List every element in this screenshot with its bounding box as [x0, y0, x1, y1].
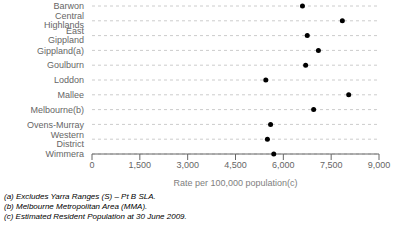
svg-text:EastGippland: EastGippland: [48, 26, 85, 45]
svg-text:4,500: 4,500: [224, 160, 247, 170]
svg-text:1,500: 1,500: [129, 160, 152, 170]
svg-text:0: 0: [89, 160, 94, 170]
svg-text:Barwon: Barwon: [53, 1, 84, 11]
svg-text:Goulburn: Goulburn: [47, 60, 84, 70]
svg-text:WesternDistrict: WesternDistrict: [51, 130, 85, 149]
svg-text:Ovens-Murray: Ovens-Murray: [27, 120, 85, 130]
svg-text:Loddon: Loddon: [54, 75, 84, 85]
svg-text:7,500: 7,500: [320, 160, 343, 170]
svg-text:Mallee: Mallee: [57, 90, 84, 100]
svg-text:3,000: 3,000: [176, 160, 199, 170]
svg-text:Gippland(a): Gippland(a): [37, 46, 84, 56]
svg-text:Rate per 100,000 population(c): Rate per 100,000 population(c): [173, 178, 297, 188]
svg-text:Wimmera: Wimmera: [46, 149, 85, 159]
svg-text:Melbourne(b): Melbourne(b): [30, 105, 84, 115]
svg-text:6,000: 6,000: [272, 160, 295, 170]
svg-text:9,000: 9,000: [368, 160, 391, 170]
